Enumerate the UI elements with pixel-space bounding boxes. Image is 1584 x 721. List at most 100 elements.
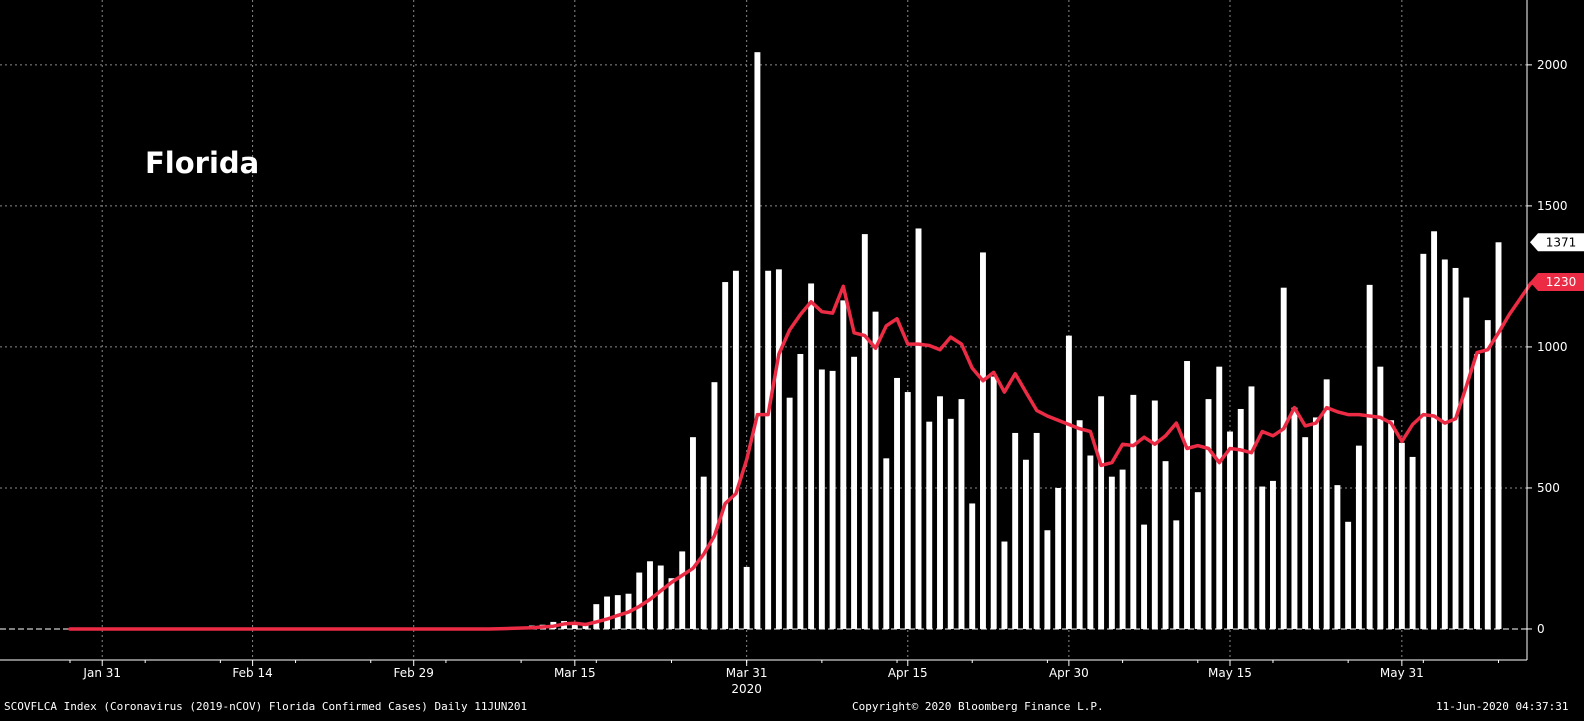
x-tick-label: Mar 31	[726, 666, 768, 680]
x-tick-label: May 31	[1380, 666, 1424, 680]
last-value-tag: 1230	[1530, 273, 1584, 292]
last-value-tag-label: 1371	[1546, 235, 1577, 249]
bar	[571, 623, 578, 629]
bar	[1141, 524, 1148, 629]
bar	[1065, 335, 1072, 629]
bar	[1259, 486, 1266, 629]
x-tick-label: May 15	[1208, 666, 1252, 680]
bar	[1194, 492, 1201, 629]
bar	[614, 595, 621, 629]
bar	[840, 300, 847, 629]
bar	[1420, 253, 1427, 629]
bar	[1388, 420, 1395, 629]
bar	[786, 397, 793, 629]
bar	[765, 270, 772, 629]
bar	[980, 252, 986, 629]
bar	[1001, 541, 1008, 629]
y-tick-label: 0	[1537, 622, 1545, 636]
bar	[1441, 259, 1448, 629]
bar	[990, 376, 997, 629]
bar	[1130, 394, 1137, 629]
bar	[1291, 407, 1298, 629]
x-tick-label: Feb 29	[394, 666, 434, 680]
bar	[851, 356, 858, 629]
bar	[711, 382, 718, 629]
x-year-label: 2020	[731, 682, 762, 696]
bar	[743, 566, 750, 629]
bar	[797, 353, 804, 629]
y-tick-label: 1000	[1537, 340, 1568, 354]
bar	[1087, 455, 1094, 629]
moving-average-line	[68, 280, 1544, 631]
chart-title: Florida	[145, 146, 259, 180]
bar	[1184, 361, 1190, 629]
bar	[1044, 530, 1051, 629]
bar	[657, 565, 664, 629]
axes	[0, 0, 1532, 666]
last-value-tag-label: 1230	[1546, 275, 1577, 289]
bar	[1377, 366, 1384, 629]
x-tick-label: Apr 30	[1049, 666, 1089, 680]
bar	[1237, 408, 1244, 629]
bar	[829, 370, 836, 629]
bar	[1119, 469, 1126, 629]
bar	[647, 561, 653, 629]
bar	[1248, 386, 1255, 629]
bar	[1098, 396, 1105, 629]
bar	[1173, 520, 1180, 629]
bar	[1270, 480, 1276, 629]
bar	[1366, 284, 1373, 629]
bar	[1033, 432, 1040, 629]
y-tick-label: 500	[1537, 481, 1560, 495]
bar	[1398, 442, 1405, 629]
x-tick-label: Apr 15	[888, 666, 928, 680]
bar	[1312, 417, 1319, 629]
bar	[1474, 353, 1480, 629]
chart: 0 500 1000 1500 2000 Jan 31 Feb 14 Feb 29 Mar 15…	[0, 0, 1584, 696]
bar	[1431, 231, 1438, 629]
bar	[1076, 420, 1083, 629]
bar	[732, 270, 739, 629]
x-tick-label: Mar 15	[554, 666, 596, 680]
bar-series	[528, 52, 1502, 629]
last-value-tag: 1371	[1530, 233, 1584, 252]
bar	[1205, 399, 1212, 629]
bar	[969, 503, 976, 629]
bar	[668, 578, 675, 629]
bar	[775, 269, 782, 629]
bar	[1216, 366, 1223, 629]
bar	[1151, 400, 1158, 629]
bar	[808, 283, 815, 629]
bar	[1280, 287, 1287, 629]
line-series	[68, 280, 1544, 631]
bar	[1108, 476, 1115, 629]
last-value-tags: 1371 1230	[1530, 233, 1584, 292]
x-tick-label: Feb 14	[232, 666, 272, 680]
bar	[722, 282, 729, 629]
x-tick-label: Jan 31	[82, 666, 121, 680]
bar	[937, 396, 943, 629]
bar	[915, 228, 922, 629]
bar	[1452, 267, 1459, 629]
bar	[1323, 379, 1330, 629]
footer-timestamp: 11-Jun-2020 04:37:31	[1436, 700, 1569, 713]
bar	[754, 52, 761, 629]
bar	[679, 551, 686, 629]
footer-index-description: SCOVFLCA Index (Coronavirus (2019-nCOV) …	[4, 700, 528, 713]
last-value-tag-box	[1530, 273, 1584, 292]
bar	[593, 604, 600, 629]
bar	[1334, 485, 1341, 629]
bar	[926, 421, 933, 629]
bar	[947, 418, 954, 629]
bar	[818, 369, 825, 629]
bar	[904, 392, 911, 629]
bar	[958, 399, 965, 629]
tick-labels: 0 500 1000 1500 2000 Jan 31 Feb 14 Feb 29 Mar 15…	[82, 58, 1567, 696]
bar	[1022, 459, 1029, 629]
bar	[604, 596, 610, 629]
bar	[582, 624, 589, 629]
bar	[1484, 320, 1491, 629]
footer-copyright: Copyright© 2020 Bloomberg Finance L.P.	[852, 700, 1104, 713]
bar	[883, 458, 890, 629]
bar	[894, 377, 900, 629]
